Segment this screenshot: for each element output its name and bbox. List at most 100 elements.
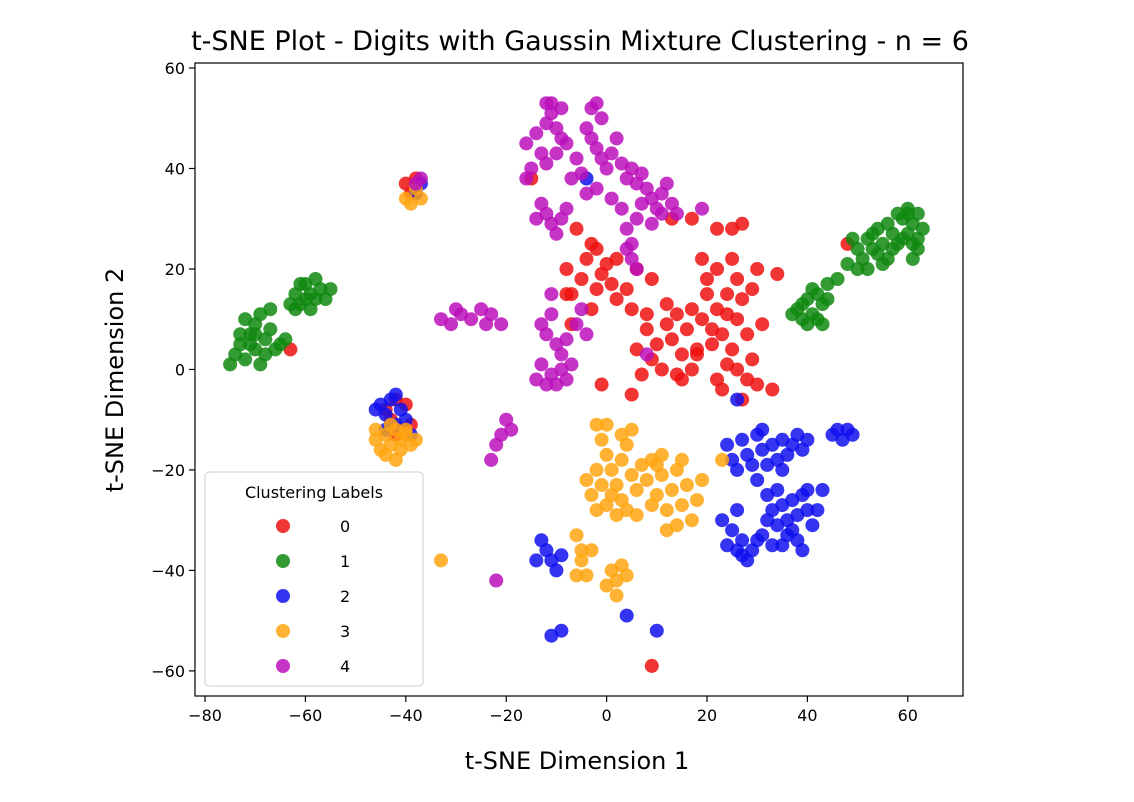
data-point [604,191,619,206]
data-point [674,372,689,387]
y-tick-label: 60 [165,59,185,78]
data-point [298,292,313,307]
data-point [539,96,554,111]
data-point [619,241,634,256]
y-tick-label: −40 [151,561,185,580]
data-point [750,473,765,487]
data-point [609,588,624,603]
data-point [238,352,253,367]
data-point [569,317,584,332]
data-point [644,498,659,513]
data-point [479,317,494,332]
data-point [559,372,574,387]
data-point [554,548,569,563]
data-point [368,422,383,437]
data-point [579,327,594,342]
data-point [263,302,278,317]
data-point [624,468,639,482]
data-point [654,206,669,221]
data-point [775,462,790,477]
data-point [745,282,760,297]
legend: Clustering Labels 0 1 2 3 4 [204,471,424,687]
data-point [644,658,659,673]
data-point [253,357,268,372]
data-point [800,432,815,447]
data-point [263,322,278,337]
plot-frame [194,62,964,697]
data-point [589,417,604,432]
data-point [830,272,845,286]
y-axis-label: t-SNE Dimension 2 [101,268,129,493]
data-point [695,312,709,327]
data-point [865,226,880,241]
y-tick-label: −20 [151,461,185,480]
data-point [413,191,428,206]
data-point [684,513,699,528]
data-point [494,317,509,332]
data-point [629,483,644,497]
data-point [639,307,654,322]
data-point [750,533,765,548]
data-point [715,327,730,342]
data-point [579,473,594,487]
legend-item: 1 [276,552,350,571]
legend-item: 2 [276,587,350,606]
data-point [308,292,323,307]
legend-title: Clustering Labels [245,483,383,502]
data-point [569,151,584,166]
data-point [549,146,564,161]
data-point [619,282,634,297]
data-point [609,292,624,307]
legend-item: 3 [276,622,350,641]
data-point [715,452,730,467]
legend-marker [276,659,290,673]
data-point [720,538,735,553]
legend-marker [276,519,290,533]
data-point [730,392,745,407]
data-point [619,608,634,623]
legend-label: 4 [340,657,350,676]
data-point [614,201,629,216]
legend-label: 2 [340,587,350,606]
data-point [539,156,554,171]
data-point [368,402,383,417]
data-point [644,216,659,231]
data-point [233,337,248,352]
data-point [388,452,403,467]
data-point [434,553,448,568]
legend-marker [276,554,290,568]
data-point [584,488,599,502]
legend-items: 0 1 2 3 4 [276,517,350,676]
data-point [539,327,554,342]
data-point [750,377,765,392]
data-point [609,131,624,146]
data-point [654,362,669,377]
data-point [584,302,599,317]
data-point [574,553,589,568]
data-point [669,518,684,533]
data-point [770,483,785,497]
data-point [669,307,684,322]
series-3 [368,181,730,603]
data-point [634,367,649,382]
data-point [559,136,574,151]
data-point [604,146,619,161]
data-point [755,317,770,332]
data-point [529,553,544,568]
data-point [715,513,730,528]
data-point [594,111,609,126]
data-point [569,528,584,543]
data-point [589,503,604,518]
data-point [800,503,815,518]
data-point [735,292,750,307]
data-point [559,201,574,216]
data-point [845,231,860,246]
legend-label: 0 [340,517,350,536]
data-point [705,337,719,352]
data-point [765,382,780,397]
chart-title: t-SNE Plot - Digits with Gaussin Mixture… [191,26,969,57]
data-point [725,251,740,266]
legend-marker [276,589,290,603]
x-tick-label: 40 [797,706,817,725]
data-point [444,317,458,332]
